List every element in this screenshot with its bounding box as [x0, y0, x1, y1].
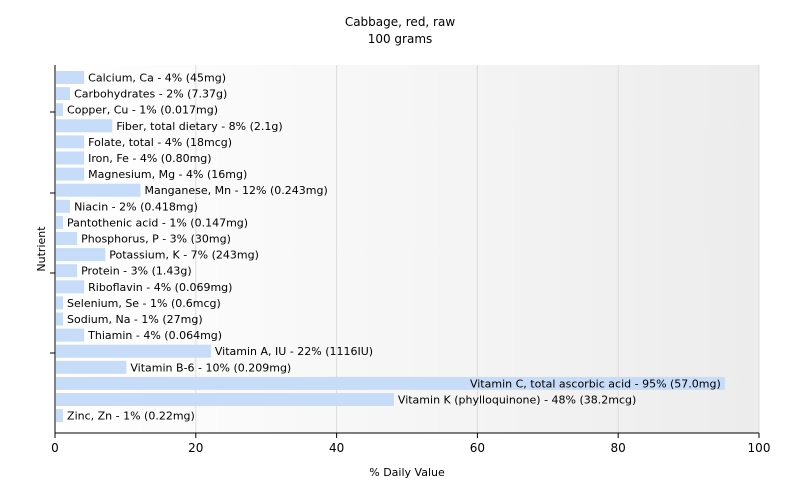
bar — [56, 135, 85, 149]
bar-label: Carbohydrates - 2% (7.37g) — [74, 88, 227, 101]
bar — [56, 167, 85, 181]
bar-label: Thiamin - 4% (0.064mg) — [87, 329, 222, 342]
bar — [56, 248, 106, 262]
bar — [56, 119, 113, 133]
bar-label: Riboflavin - 4% (0.069mg) — [88, 281, 232, 294]
bar-label: Iron, Fe - 4% (0.80mg) — [88, 152, 211, 165]
x-tick-label: 40 — [329, 441, 344, 455]
bar — [56, 264, 78, 278]
axes-group: 0 20 40 60 80 100 — [50, 65, 770, 455]
x-tick-label: 80 — [611, 441, 626, 455]
bar — [56, 199, 71, 213]
bar-label: Fiber, total dietary - 8% (2.1g) — [116, 120, 282, 133]
bar-label: Phosphorus, P - 3% (30mg) — [81, 233, 231, 246]
bar — [56, 280, 85, 294]
bar — [56, 376, 725, 390]
bar-label: Selenium, Se - 1% (0.6mcg) — [67, 297, 221, 310]
bar — [56, 183, 141, 197]
bar-label: Sodium, Na - 1% (27mg) — [67, 313, 203, 326]
bar-label: Vitamin A, IU - 22% (1116IU) — [215, 345, 373, 358]
x-tick-label: 20 — [188, 441, 203, 455]
bar — [56, 103, 64, 117]
bar — [56, 87, 71, 101]
bar-label: Vitamin K (phylloquinone) - 48% (38.2mcg… — [398, 394, 636, 407]
bar-label: Vitamin C, total ascorbic acid - 95% (57… — [470, 377, 721, 390]
bar — [56, 344, 211, 358]
bars-group: Calcium, Ca - 4% (45mg) Carbohydrates - 2… — [56, 71, 725, 423]
x-tick-label: 0 — [51, 441, 59, 455]
bar-label: Pantothenic acid - 1% (0.147mg) — [67, 216, 248, 229]
grid-lines — [195, 65, 760, 433]
bar — [56, 296, 64, 310]
bar — [56, 393, 394, 406]
bar — [56, 328, 85, 342]
bar — [56, 232, 78, 245]
bar — [56, 312, 64, 326]
bar — [56, 151, 85, 165]
bar-label: Magnesium, Mg - 4% (16mg) — [88, 168, 247, 181]
bar-label: Copper, Cu - 1% (0.017mg) — [67, 104, 218, 117]
bar-label: Calcium, Ca - 4% (45mg) — [88, 72, 226, 85]
bar — [56, 71, 85, 84]
chart-title: Cabbage, red, raw — [344, 15, 456, 29]
bar-label: Manganese, Mn - 12% (0.243mg) — [144, 184, 327, 197]
bar-label: Zinc, Zn - 1% (0.22mg) — [67, 410, 195, 423]
x-tick-label: 100 — [748, 441, 771, 455]
chart-subtitle: 100 grams — [367, 32, 433, 46]
bar-label: Potassium, K - 7% (243mg) — [109, 249, 259, 262]
bar — [56, 360, 127, 374]
x-tick-label: 60 — [470, 441, 485, 455]
bar — [56, 409, 64, 423]
x-axis-title: % Daily Value — [369, 466, 445, 479]
bar-label: Folate, total - 4% (18mcg) — [88, 136, 232, 149]
bar — [56, 215, 64, 229]
bar-label: Protein - 3% (1.43g) — [81, 265, 192, 278]
bar-label: Niacin - 2% (0.418mg) — [74, 200, 198, 213]
plot-area — [55, 65, 759, 433]
bar-label: Vitamin B-6 - 10% (0.209mg) — [130, 361, 291, 374]
y-axis-title: Nutrient — [35, 226, 48, 272]
